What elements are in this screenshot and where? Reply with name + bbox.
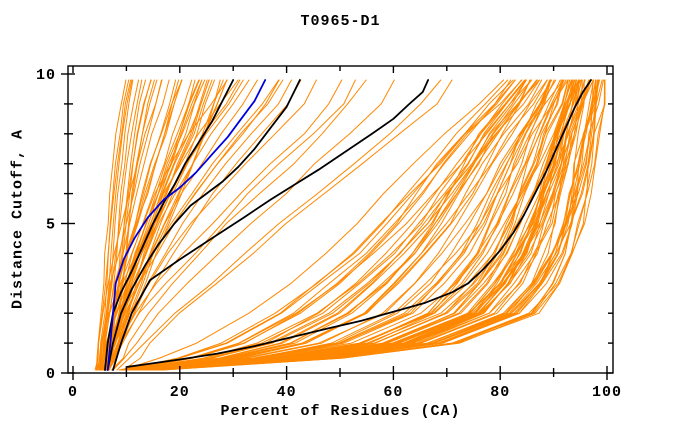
curves-layer (94, 79, 606, 371)
axis-ticks (61, 66, 613, 380)
curve-orange-model (140, 79, 557, 371)
y-tick-label: 5 (46, 217, 56, 234)
curve-orange-model (95, 79, 170, 371)
chart-title: T0965-D1 (300, 13, 381, 30)
curve-orange-model (101, 79, 200, 371)
curve-model-blue (106, 79, 267, 371)
curve-orange-model (107, 79, 302, 371)
curve-orange-model (155, 79, 585, 371)
curve-orange-model (155, 79, 592, 371)
x-tick-label: 60 (383, 384, 403, 401)
x-tick-label: 100 (592, 384, 622, 401)
curve-orange-model (121, 79, 516, 371)
curve-orange-model (123, 79, 527, 371)
curve-reference-black-4 (125, 79, 592, 368)
curve-reference-black-3 (112, 79, 429, 371)
curve-orange-model (97, 79, 162, 371)
curve-orange-model (116, 79, 442, 371)
curve-orange-model (123, 79, 516, 371)
x-tick-label: 0 (68, 384, 78, 401)
curve-orange-model (99, 79, 134, 371)
curve-orange-model (122, 79, 453, 371)
x-tick-label: 20 (170, 384, 190, 401)
axis-tick-labels: 0 20 40 60 80 100 0 5 10 (36, 67, 622, 401)
curve-orange-model (135, 79, 543, 371)
curve-orange-model (134, 79, 526, 371)
curve-orange-model (104, 79, 317, 371)
curve-orange-model (151, 79, 579, 371)
curve-orange-model (105, 79, 356, 371)
curve-orange-model (101, 79, 250, 371)
curve-orange-model (123, 79, 523, 371)
curve-orange-model (162, 79, 605, 371)
y-tick-label: 0 (46, 366, 56, 383)
curve-orange-model (132, 79, 526, 371)
curve-orange-model (139, 79, 551, 371)
curve-orange-model (140, 79, 555, 371)
curve-orange-model (143, 79, 569, 371)
curve-orange-model (134, 79, 531, 371)
curve-orange-model (118, 79, 514, 371)
x-tick-label: 80 (490, 384, 510, 401)
curve-orange-model (153, 79, 571, 371)
curve-orange-model (107, 79, 343, 371)
curve-reference-black-1 (104, 79, 235, 371)
curve-orange-model (150, 79, 590, 371)
curve-reference-black-2 (106, 79, 301, 371)
curve-orange-model (134, 79, 548, 371)
curve-orange-model (149, 79, 580, 371)
curve-orange-model (97, 79, 228, 371)
curve-orange-model (128, 79, 532, 371)
curve-orange-model (121, 79, 504, 371)
curve-orange-model (112, 79, 395, 371)
curve-orange-model (136, 79, 564, 371)
x-axis-label: Percent of Residues (CA) (220, 403, 461, 420)
y-tick-label: 10 (36, 67, 56, 84)
curve-orange-model (156, 79, 604, 371)
curve-orange-model (144, 79, 567, 371)
curve-orange-model (141, 79, 577, 371)
curve-orange-model (98, 79, 183, 371)
curve-orange-model (134, 79, 538, 371)
curve-orange-model (144, 79, 551, 371)
x-tick-label: 40 (277, 384, 297, 401)
curve-orange-model (94, 79, 163, 371)
curve-orange-model (106, 79, 258, 371)
